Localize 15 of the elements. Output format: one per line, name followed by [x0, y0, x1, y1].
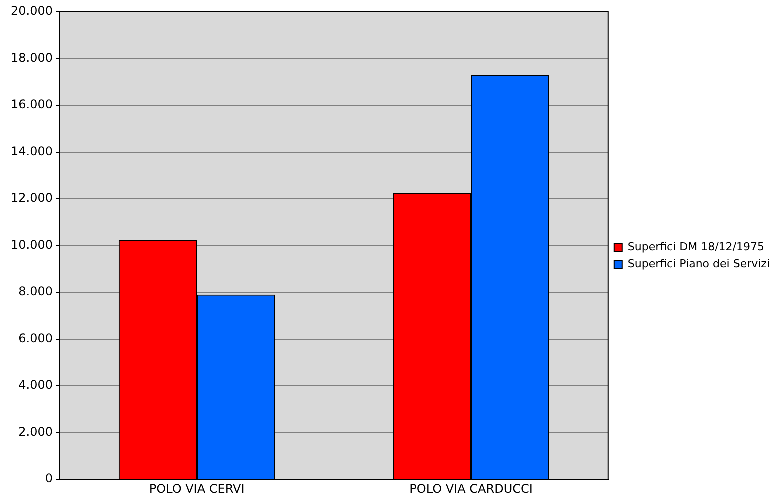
legend-label: Superfici DM 18/12/1975 — [628, 240, 765, 254]
y-tick-label: 16.000 — [10, 98, 53, 112]
y-tick-label: 8.000 — [18, 284, 53, 299]
y-tick-label: 0 — [45, 472, 53, 486]
y-tick-label: 14.000 — [10, 144, 53, 158]
y-tick-label: 10.000 — [10, 238, 53, 252]
y-tick-label: 20.000 — [10, 4, 53, 18]
y-tick-label: 18.000 — [10, 50, 53, 65]
x-tick-label: POLO VIA CERVI — [149, 482, 245, 496]
y-tick-label: 12.000 — [10, 191, 53, 206]
x-tick-label: POLO VIA CARDUCCI — [410, 482, 533, 496]
y-tick-label: 4.000 — [18, 378, 53, 392]
y-tick-label: 2.000 — [18, 424, 53, 439]
y-tick-label: 6.000 — [18, 331, 53, 346]
legend-label: Superfici Piano dei Servizi — [628, 257, 770, 270]
